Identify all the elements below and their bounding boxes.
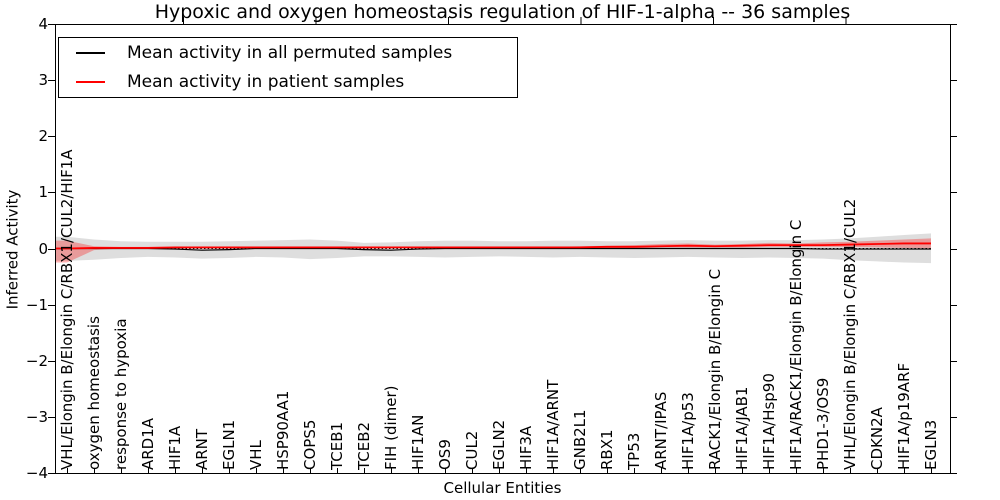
x-tick-label: HIF1A (166, 425, 184, 470)
x-tick-label: HSP90AA1 (274, 390, 292, 470)
x-tick-label: HIF1A/p19ARF (895, 362, 913, 470)
x-tick-label: TP53 (625, 432, 643, 470)
x-tick-label: CDKN2A (868, 407, 886, 470)
x-tick-label: HIF1A/Hsp90 (760, 373, 778, 470)
y-tick-label: 4 (38, 15, 48, 34)
x-tick-label: EGLN2 (490, 419, 508, 470)
x-tick-label: COPS5 (301, 419, 319, 470)
x-tick-label: HIF1A/ARNT (544, 379, 562, 470)
mean-line-patient (56, 242, 931, 250)
patient-line-swatch-icon (76, 80, 105, 83)
x-tick-label: RBX1 (598, 429, 616, 470)
x-axis-label: Cellular Entities (443, 479, 562, 497)
x-tick-label: EGLN1 (220, 419, 238, 470)
x-tick-label: PHD1-3/OS9 (814, 377, 832, 470)
x-tick-label: response to hypoxia (112, 318, 130, 470)
x-tick-label: HIF1AN (409, 414, 427, 470)
x-tick-label: GNB2L1 (571, 409, 589, 470)
x-tick-label: oxygen homeostasis (85, 316, 103, 470)
x-tick-label: VHL/Elongin B/Elongin C/RBX1/CUL2/HIF1A (58, 149, 76, 470)
x-tick-label: FIH (dimer) (382, 385, 400, 471)
legend-entry-permuted: Mean activity in all permuted samples (59, 40, 517, 67)
permuted-line-swatch-icon (76, 52, 105, 55)
y-tick-label: 3 (38, 71, 48, 90)
x-tick-label: TCEB2 (355, 421, 373, 470)
x-tick-label: VHL/Elongin B/Elongin C/RBX1/CUL2 (841, 198, 859, 470)
x-tick-label: OS9 (436, 439, 454, 470)
x-tick-label: RACK1/Elongin B/Elongin C (706, 268, 724, 470)
x-tick-label: CUL2 (463, 430, 481, 470)
y-tick-label: 0 (38, 239, 48, 258)
y-axis-label: Inferred Activity (3, 189, 22, 310)
x-tick-label: EGLN3 (922, 419, 940, 470)
chart-title: Hypoxic and oxygen homeostasis regulatio… (154, 1, 851, 23)
y-tick-label: −1 (25, 295, 48, 314)
x-tick-label: HIF1A/RACK1/Elongin B/Elongin C (787, 219, 805, 470)
x-tick-label: TCEB1 (328, 421, 346, 470)
y-tick-label: 2 (38, 127, 48, 146)
y-tick-label: −2 (25, 351, 48, 370)
legend-entry-patient: Mean activity in patient samples (59, 68, 517, 95)
x-tick-label: ARD1A (139, 417, 157, 470)
legend-label-patient: Mean activity in patient samples (127, 71, 405, 92)
y-tick-label: −4 (25, 463, 48, 482)
x-tick-label: HIF3A (517, 425, 535, 470)
mean-line-permuted (56, 247, 931, 251)
x-tick-label: HIF1A/JAB1 (733, 386, 751, 470)
x-tick-label: HIF1A/p53 (679, 392, 697, 470)
x-tick-label: ARNT (193, 428, 211, 470)
legend: Mean activity in all permuted samples Me… (58, 37, 518, 98)
y-tick-label: 1 (38, 183, 48, 202)
x-tick-label: VHL (247, 440, 265, 470)
axes-frame (48, 17, 957, 474)
x-tick-label: ARNT/IPAS (652, 391, 670, 470)
y-tick-label: −3 (25, 407, 48, 426)
legend-label-permuted: Mean activity in all permuted samples (127, 43, 453, 64)
